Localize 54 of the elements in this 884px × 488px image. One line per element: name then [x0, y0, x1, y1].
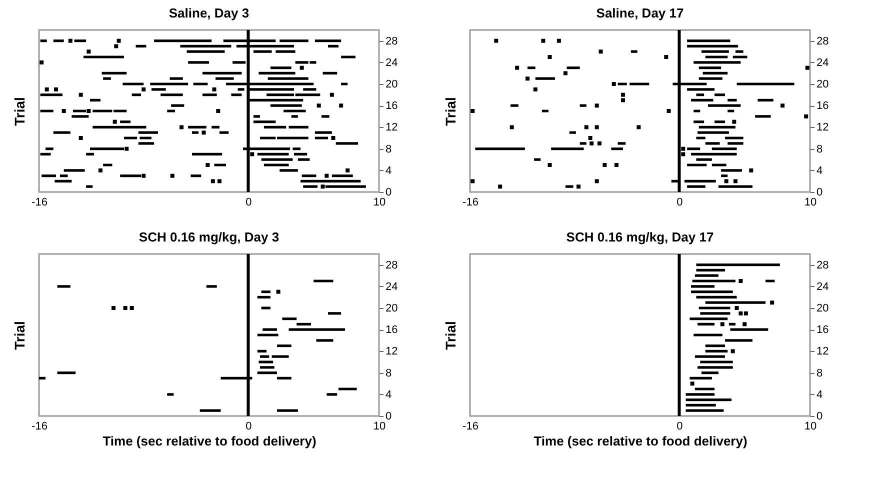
x-axis-title: Time (sec relative to food delivery) — [102, 434, 316, 448]
x-tick-label: -16 — [32, 196, 48, 208]
y-tick-label: 28 — [386, 35, 398, 48]
x-tick-label: 10 — [373, 420, 386, 432]
y-tick-label: 8 — [386, 143, 392, 156]
chart-title: SCH 0.16 mg/kg, Day 17 — [566, 230, 714, 244]
x-tick-label: -16 — [462, 196, 478, 208]
x-tick-label: 10 — [804, 420, 817, 432]
chart-title: SCH 0.16 mg/kg, Day 3 — [138, 230, 280, 244]
y-tick-label: 4 — [816, 164, 823, 177]
y-tick-label: 24 — [386, 280, 398, 293]
y-tick-label: 20 — [386, 78, 398, 90]
y-tick-label: 8 — [816, 143, 823, 156]
x-tick-label: 0 — [246, 196, 252, 208]
x-tick-label: 0 — [676, 420, 683, 432]
y-tick-label: 12 — [816, 346, 829, 358]
x-tick-label: -16 — [32, 420, 48, 432]
y-axis-title: Trial — [12, 97, 28, 126]
y-axis-title: Trial — [442, 321, 458, 350]
y-tick-label: 24 — [816, 280, 829, 293]
x-axis-title: Time (sec relative to food delivery) — [534, 434, 748, 448]
y-tick-label: 12 — [386, 122, 398, 134]
y-tick-label: 0 — [816, 410, 823, 422]
y-tick-label: 16 — [386, 324, 398, 336]
chart-title: Saline, Day 3 — [168, 6, 250, 20]
y-tick-label: 8 — [386, 367, 392, 380]
x-tick-label: 10 — [373, 196, 386, 208]
y-tick-label: 4 — [816, 388, 823, 401]
y-tick-label: 0 — [386, 410, 392, 422]
y-tick-label: 0 — [816, 186, 823, 198]
y-axis-title: Trial — [442, 97, 458, 126]
y-axis-title: Trial — [12, 321, 28, 350]
y-tick-label: 12 — [816, 122, 829, 134]
y-tick-label: 28 — [386, 259, 398, 272]
y-tick-label: 20 — [816, 78, 829, 90]
y-tick-label: 28 — [816, 35, 829, 48]
y-tick-label: 16 — [386, 100, 398, 112]
chart-title: Saline, Day 17 — [596, 6, 684, 20]
y-tick-label: 16 — [816, 324, 829, 336]
y-tick-label: 20 — [386, 302, 398, 314]
y-tick-label: 4 — [386, 388, 392, 401]
y-tick-label: 24 — [386, 56, 398, 69]
x-tick-label: 10 — [804, 196, 817, 208]
y-tick-label: 16 — [816, 100, 829, 112]
y-tick-label: 28 — [816, 259, 829, 272]
y-tick-label: 8 — [816, 367, 823, 380]
y-tick-label: 20 — [816, 302, 829, 314]
y-tick-label: 12 — [386, 346, 398, 358]
x-tick-label: 0 — [676, 196, 683, 208]
y-tick-label: 0 — [386, 186, 392, 198]
x-tick-label: -16 — [462, 420, 478, 432]
y-tick-label: 4 — [386, 164, 392, 177]
y-tick-label: 24 — [816, 56, 829, 69]
x-tick-label: 0 — [246, 420, 252, 432]
